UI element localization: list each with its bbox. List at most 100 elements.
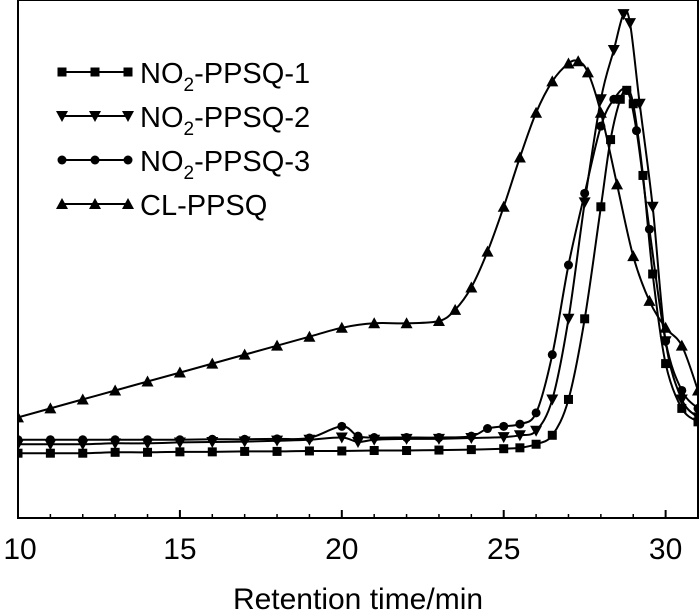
legend-marker [56,198,68,209]
legend-marker [123,67,133,77]
legend-label-main: NO [140,58,184,90]
data-point-no2-ppsq-3-26 [631,126,641,136]
data-point-cl-ppsq-2 [76,393,89,405]
data-point-cl-ppsq-27 [643,294,656,306]
legend-label-no2-ppsq-1: NO2-PPSQ-1 [140,58,310,96]
data-point-no2-ppsq-3-29 [677,385,687,395]
data-point-no2-ppsq-3-4 [143,435,153,445]
data-point-no2-ppsq-2-16 [497,432,510,444]
legend-label-main: CL-PPSQ [140,190,267,222]
legend-marker [90,155,100,165]
data-point-no2-ppsq-1-20 [580,314,590,324]
legend-item-cl-ppsq: CL-PPSQ [56,190,267,222]
legend-label-subscript: 2 [184,75,195,96]
data-point-no2-ppsq-1-21 [596,202,606,212]
data-point-no2-ppsq-2-23 [607,45,620,56]
data-point-no2-ppsq-3-14 [434,433,444,443]
data-point-no2-ppsq-3-25 [622,85,632,95]
series-line-no2-ppsq-3 [18,87,698,441]
data-point-no2-ppsq-2-25 [624,18,636,30]
legend-marker [123,155,133,165]
data-point-cl-ppsq-24 [594,106,607,118]
data-point-cl-ppsq-9 [303,330,316,342]
x-tick-label-15: 15 [163,533,196,566]
series-layer [18,9,698,458]
data-point-no2-ppsq-1-27 [648,269,658,279]
data-point-no2-ppsq-2-17 [513,430,526,442]
data-point-cl-ppsq-30 [692,384,698,396]
legend-label-subscript: 2 [184,163,195,184]
legend-marker [57,67,67,77]
data-point-no2-ppsq-1-15 [499,444,509,454]
series-cl-ppsq [18,55,698,423]
data-point-cl-ppsq-26 [627,250,640,262]
data-point-cl-ppsq-3 [109,384,122,396]
data-point-no2-ppsq-3-13 [402,433,412,443]
legend-marker [56,111,68,122]
data-point-cl-ppsq-11 [368,317,381,329]
data-point-cl-ppsq-29 [675,339,688,351]
data-point-cl-ppsq-5 [173,366,186,378]
data-point-no2-ppsq-1-10 [337,446,347,456]
data-point-no2-ppsq-2-24 [617,9,630,21]
x-axis-title: Retention time/min [233,583,483,614]
legend-marker [122,111,134,122]
data-point-cl-ppsq-14 [449,303,462,315]
data-point-no2-ppsq-3-9 [304,433,314,443]
data-point-cl-ppsq-23 [581,66,594,78]
data-point-no2-ppsq-3-5 [175,435,185,445]
legend-label-cl-ppsq: CL-PPSQ [140,190,267,222]
data-point-cl-ppsq-28 [659,321,672,333]
x-axis-tick-labels: 10 15 20 25 30 [3,533,682,566]
data-point-no2-ppsq-3-21 [563,260,573,270]
data-point-no2-ppsq-1-25 [628,99,638,109]
data-point-no2-ppsq-2-30 [692,412,698,424]
data-point-no2-ppsq-1-16 [515,443,525,453]
data-point-cl-ppsq-25 [611,178,624,190]
legend-item-no2-ppsq-3: NO2-PPSQ-3 [57,146,310,184]
data-point-no2-ppsq-3-22 [580,188,590,198]
plot-frame [17,0,699,519]
legend-marker [122,198,134,209]
data-point-no2-ppsq-3-1 [45,435,55,445]
data-point-no2-ppsq-1-0 [18,448,23,458]
data-point-no2-ppsq-2-19 [546,394,559,406]
data-point-no2-ppsq-2-10 [335,432,348,444]
legend-marker [57,155,67,165]
x-tick-label-20: 20 [325,533,358,566]
data-point-no2-ppsq-1-30 [693,417,698,427]
legend-label-no2-ppsq-2: NO2-PPSQ-2 [140,102,310,140]
data-point-cl-ppsq-18 [513,151,526,163]
legend-label-main: NO [140,102,184,134]
data-point-no2-ppsq-3-2 [78,435,88,445]
data-point-no2-ppsq-3-17 [499,421,509,431]
data-point-no2-ppsq-2-20 [562,313,575,325]
data-point-cl-ppsq-10 [335,321,348,333]
data-point-no2-ppsq-3-20 [547,350,557,360]
data-point-no2-ppsq-1-19 [563,394,573,404]
data-point-no2-ppsq-1-13 [434,445,444,455]
data-point-no2-ppsq-1-14 [466,445,476,455]
data-point-no2-ppsq-3-16 [483,424,493,434]
legend-label-rest: -PPSQ-2 [194,102,310,134]
data-point-no2-ppsq-3-11 [353,431,363,441]
data-point-cl-ppsq-0 [18,411,24,423]
data-point-no2-ppsq-2-11 [352,437,364,448]
plot-area [17,0,699,519]
data-point-no2-ppsq-1-9 [304,446,314,456]
data-point-cl-ppsq-6 [206,357,219,369]
data-point-no2-ppsq-3-19 [531,408,541,418]
data-point-cl-ppsq-16 [481,245,494,257]
data-point-no2-ppsq-1-22 [606,135,616,145]
data-point-no2-ppsq-3-12 [369,433,379,443]
data-point-no2-ppsq-3-7 [240,434,250,444]
data-point-cl-ppsq-13 [432,315,445,327]
data-point-no2-ppsq-3-24 [609,94,619,104]
data-point-cl-ppsq-7 [238,348,251,360]
legend-item-no2-ppsq-1: NO2-PPSQ-1 [57,58,310,96]
data-point-no2-ppsq-1-6 [207,447,217,457]
data-point-no2-ppsq-2-26 [633,98,646,110]
x-tick-label-30: 30 [649,533,682,566]
data-point-no2-ppsq-1-29 [677,403,687,413]
